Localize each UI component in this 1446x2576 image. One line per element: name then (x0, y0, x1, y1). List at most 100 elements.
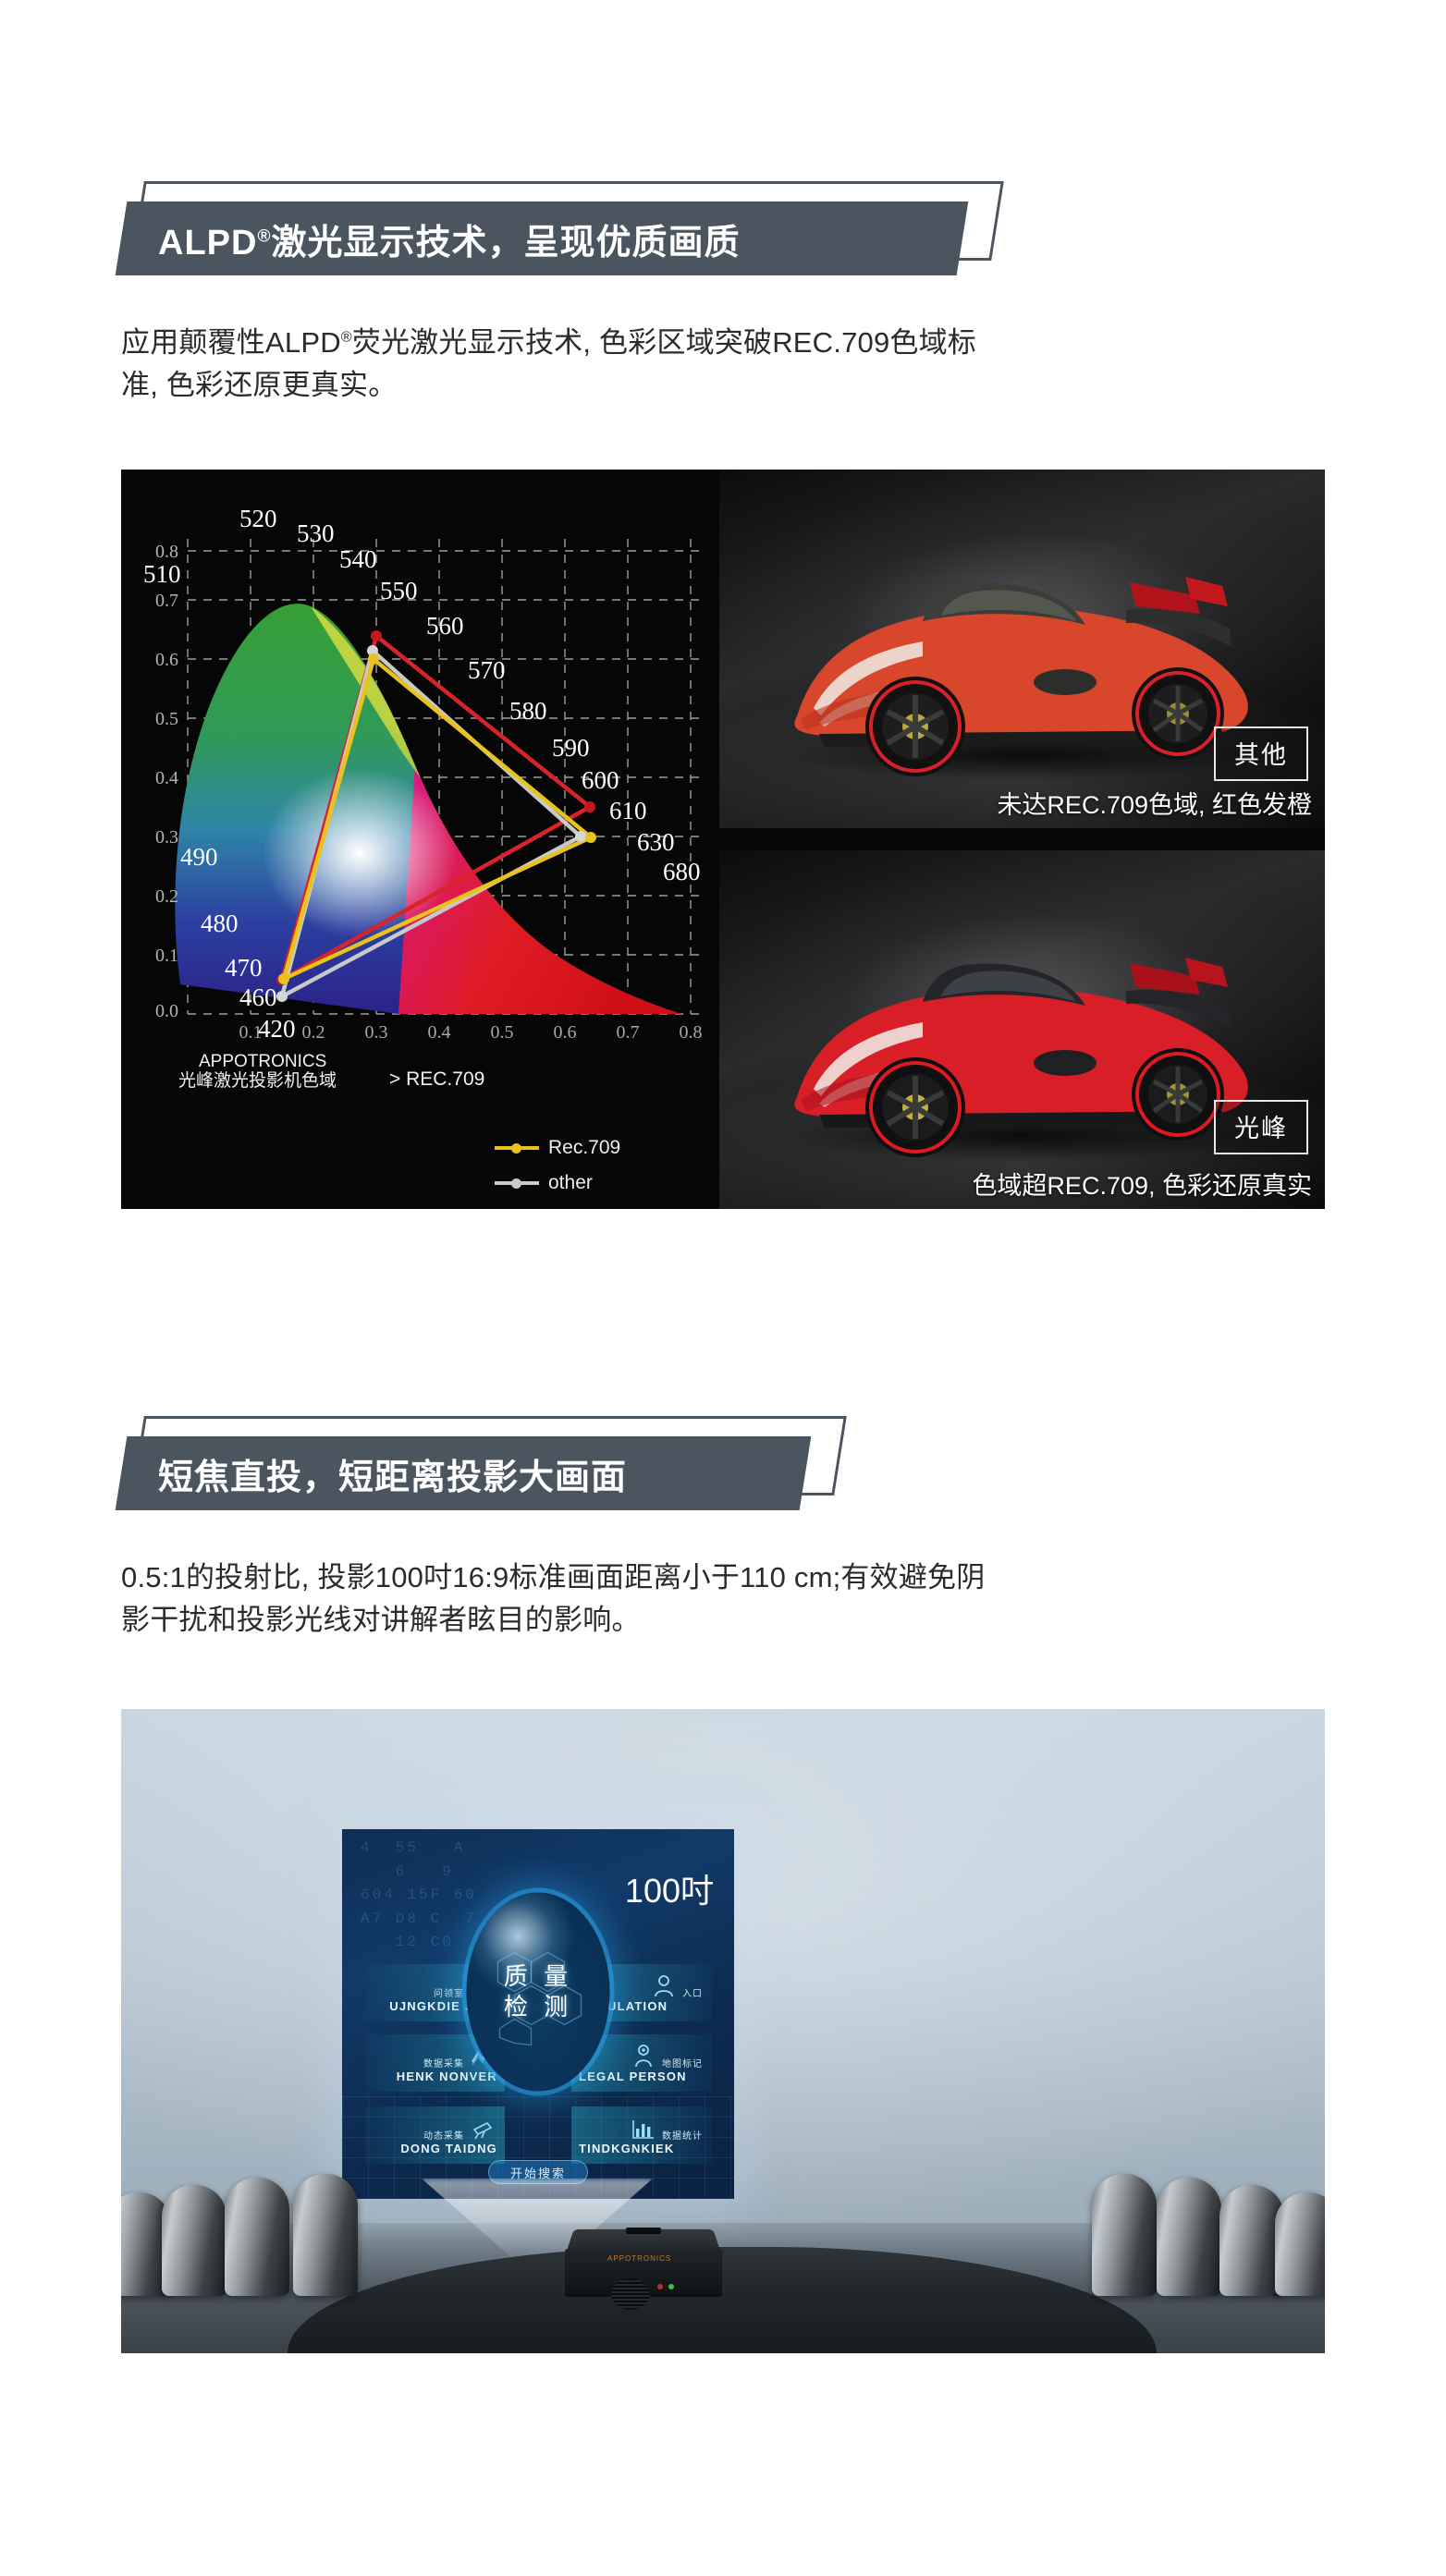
sports-car-illustration (794, 577, 1248, 776)
x-axis-tick-labels: 0.1 0.2 0.3 0.4 0.5 0.6 0.7 0.8 (239, 1022, 703, 1043)
car-tag-appotronics: 光峰 (1214, 1100, 1308, 1154)
bar-chart-icon (632, 2119, 654, 2139)
status-led-icon (668, 2284, 674, 2289)
cie-gamut-annotation: APPOTRONICS 光峰激光投影机色域 (178, 1052, 337, 1092)
section-2-body: 0.5:1的投射比, 投影100吋16:9标准画面距离小于110 cm;有效避免… (121, 1561, 986, 1636)
triangle-appotronics (279, 633, 593, 983)
chair (1219, 2185, 1284, 2296)
legend-swatch-rec709 (495, 1143, 539, 1154)
legend-item: Rec.709 (495, 1130, 690, 1166)
svg-text:560: 560 (426, 612, 464, 640)
tile-label-cn: 入口 (682, 1988, 703, 1999)
gamut-triangles (279, 633, 594, 999)
chair (1275, 2192, 1325, 2296)
svg-text:0.7: 0.7 (617, 1022, 640, 1043)
svg-text:530: 530 (297, 519, 335, 547)
camera-icon (472, 2121, 493, 2139)
svg-text:0.5: 0.5 (155, 709, 178, 729)
legend-item: APPOTRONICS (495, 1201, 690, 1209)
tile-label-en: LEGAL PERSON (579, 2069, 687, 2083)
chair (293, 2174, 358, 2296)
svg-text:470: 470 (225, 954, 263, 982)
car-body-group (794, 577, 1248, 776)
banner-text-wrap: 短焦直投，短距离投影大画面 (121, 1436, 805, 1510)
svg-text:570: 570 (468, 656, 506, 684)
svg-text:0.8: 0.8 (680, 1022, 703, 1043)
svg-text:460: 460 (239, 983, 277, 1011)
svg-text:0.7: 0.7 (155, 591, 178, 611)
projector-brand-label: APPOTRONICS (607, 2254, 672, 2263)
svg-text:420: 420 (258, 1015, 296, 1043)
projected-screen: 4 55 A 6 9 604 15F 60 A7 D8 C 7 12 C0 10… (342, 1829, 734, 2199)
svg-text:0.4: 0.4 (155, 768, 178, 788)
svg-text:590: 590 (552, 734, 590, 762)
legend-item: other (495, 1166, 690, 1201)
y-axis-tick-labels: 0.8 0.7 0.6 0.5 0.4 0.3 0.2 0.1 0.0 (155, 542, 178, 1021)
svg-text:0.0: 0.0 (155, 1001, 178, 1021)
tile-label-cn: 数据统计 (662, 2130, 703, 2142)
chair (162, 2185, 227, 2296)
section-2-heading: 短焦直投，短距离投影大画面 (158, 1458, 628, 1497)
svg-text:480: 480 (201, 910, 239, 937)
svg-text:0.4: 0.4 (428, 1022, 451, 1043)
car-body-group (794, 958, 1248, 1157)
projector-vent-grille (611, 2278, 650, 2310)
tile-label-cn: 地图标记 (662, 2058, 703, 2069)
screen-tile-left-3: 动态采集 DONG TAIDNG (364, 2106, 505, 2164)
svg-text:540: 540 (339, 545, 377, 573)
legend-label: Rec.709 (548, 1137, 621, 1158)
screen-orb-title: 质 量检 测 (503, 1961, 573, 2021)
person-icon (655, 1974, 673, 1996)
legend-label: other (548, 1172, 593, 1193)
svg-text:0.1: 0.1 (155, 946, 178, 966)
svg-text:630: 630 (637, 828, 675, 856)
tile-label-cn: 问领室 (434, 1988, 464, 1999)
car-photo-appotronics: 光峰 色域超REC.709, 色彩还原真实 (719, 850, 1325, 1209)
svg-text:0.2: 0.2 (302, 1022, 325, 1043)
chair (225, 2178, 289, 2296)
screen-central-orb: 质 量检 测 (466, 1892, 610, 2092)
svg-text:600: 600 (582, 766, 619, 794)
hexagon-pattern-icon (496, 1951, 582, 2046)
svg-text:610: 610 (609, 797, 647, 824)
registered-mark: ® (257, 226, 272, 246)
section-2-media-panel: 4 55 A 6 9 604 15F 60 A7 D8 C 7 12 C0 10… (121, 1709, 1325, 2353)
svg-text:510: 510 (143, 560, 181, 588)
screen-tile-right-3: 数据统计 TINDKGNKIEK (571, 2106, 712, 2164)
cie-gamut-comparison: > REC.709 (389, 1068, 485, 1090)
map-pin-person-icon (635, 2044, 652, 2067)
svg-text:0.5: 0.5 (491, 1022, 514, 1043)
cie-chromaticity-chart: 0.8 0.7 0.6 0.5 0.4 0.3 0.2 0.1 0.0 0.1 … (121, 470, 713, 1209)
tile-label-en: HENK NONVER (396, 2069, 497, 2083)
gamut-vertices (276, 630, 596, 1002)
sports-car-illustration (794, 958, 1248, 1157)
svg-text:0.8: 0.8 (155, 542, 178, 562)
svg-text:550: 550 (380, 577, 418, 604)
svg-text:580: 580 (509, 697, 547, 725)
svg-text:0.6: 0.6 (155, 650, 178, 670)
svg-text:0.6: 0.6 (554, 1022, 577, 1043)
legend-swatch-other (495, 1178, 539, 1189)
tile-label-cn: 数据采集 (423, 2058, 464, 2069)
cie-chart-legend: Rec.709 other APPOTRONICS (495, 1130, 690, 1209)
svg-text:0.3: 0.3 (155, 827, 178, 848)
screen-code-background: 4 55 A 6 9 604 15F 60 A7 D8 C 7 12 C0 (361, 1839, 478, 1951)
registered-mark: ® (340, 329, 352, 346)
section-1-heading: ALPD®激光显示技术，呈现优质画质 (158, 223, 741, 262)
car-tag-other: 其他 (1214, 726, 1308, 781)
banner-text-wrap: ALPD®激光显示技术，呈现优质画质 (121, 201, 962, 275)
chair (1157, 2178, 1221, 2296)
projector-device: APPOTRONICS (565, 2227, 722, 2310)
legend-label: APPOTRONICS (548, 1207, 690, 1209)
chair (1092, 2174, 1157, 2296)
svg-text:680: 680 (663, 858, 701, 885)
projector-lens (626, 2228, 661, 2234)
tile-label-en: TINDKGNKIEK (579, 2141, 675, 2155)
projector-front-panel: APPOTRONICS (565, 2249, 722, 2310)
triangle-rec709 (281, 656, 594, 982)
svg-text:520: 520 (239, 505, 277, 532)
tile-label-cn: 动态采集 (423, 2130, 464, 2142)
section-1-body: 应用颠覆性ALPD®荧光激光显示技术, 色彩区域突破REC.709色域标准, 色… (121, 326, 976, 401)
car-caption-other: 未达REC.709色域, 红色发橙 (997, 791, 1312, 819)
